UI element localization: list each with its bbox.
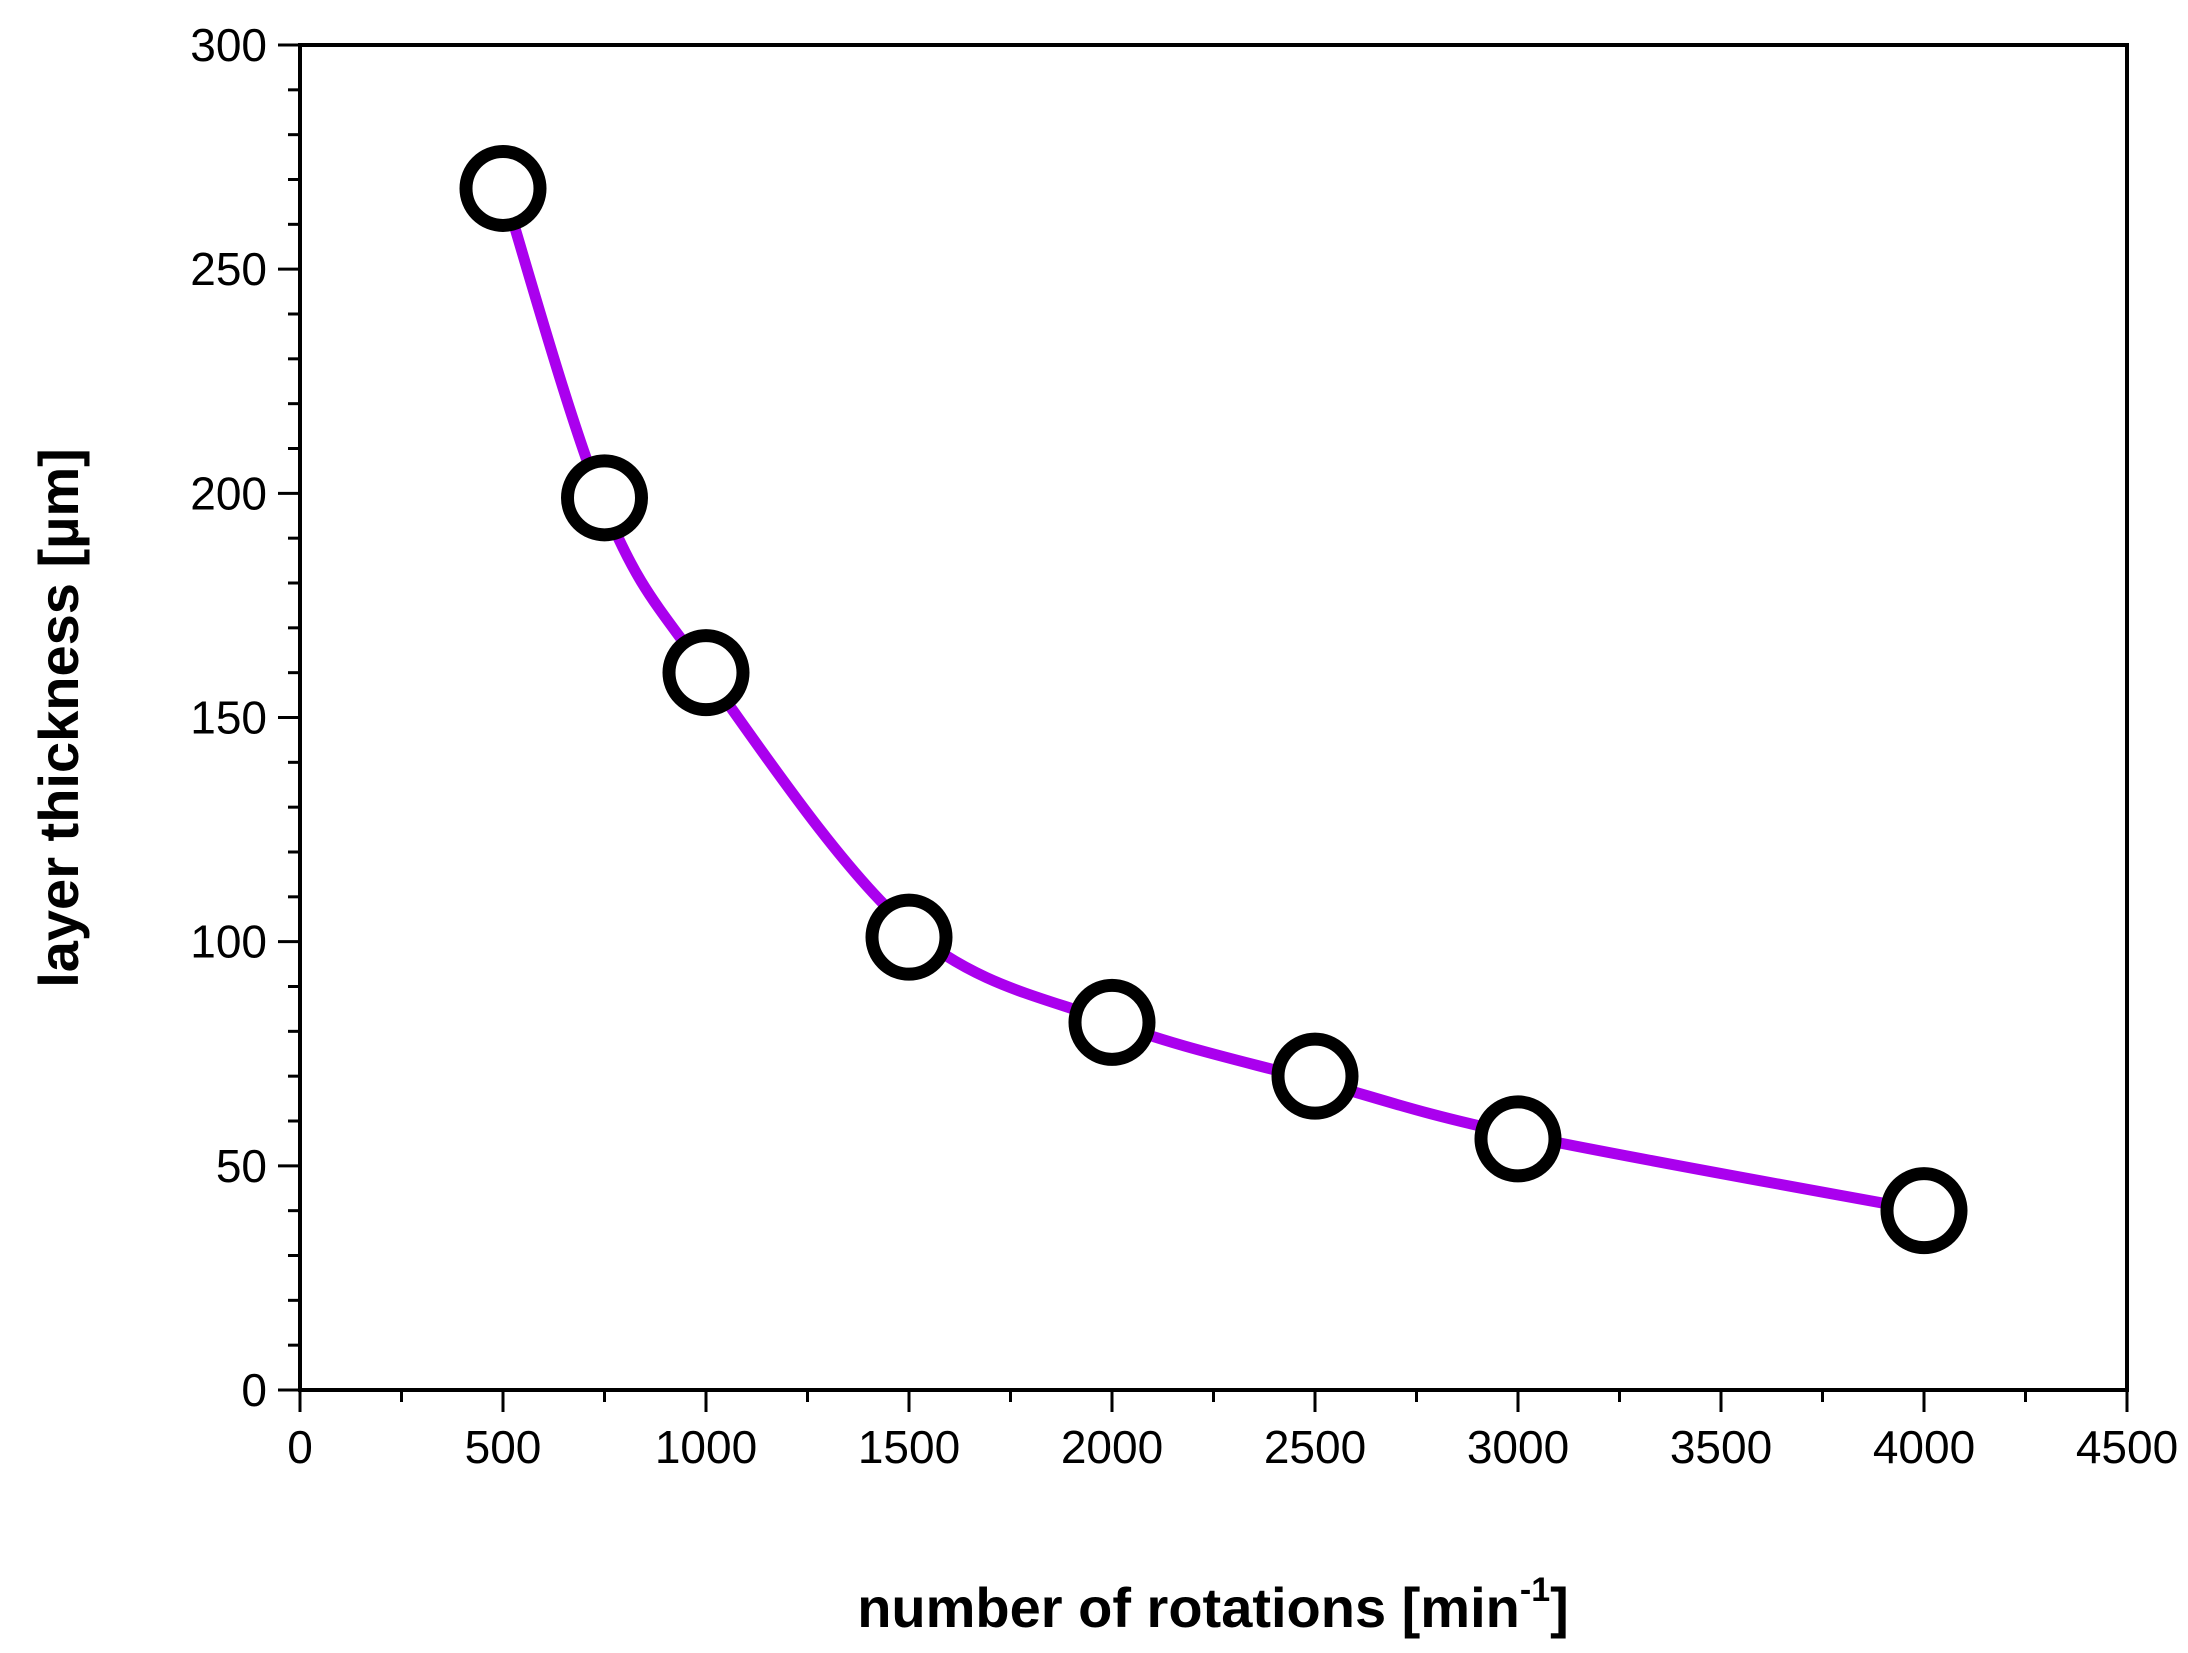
data-point (459, 144, 547, 232)
data-point (1880, 1167, 1968, 1255)
data-points (459, 144, 1968, 1255)
x-axis-title: number of rotations [min-1] (857, 1571, 1569, 1639)
y-tick-label: 150 (190, 692, 267, 744)
x-tick-label: 4500 (2076, 1421, 2178, 1473)
y-tick-label: 0 (241, 1364, 267, 1416)
y-tick-label: 100 (190, 916, 267, 968)
x-tick-label: 2500 (1264, 1421, 1366, 1473)
axis-ticks (278, 43, 2129, 1412)
x-tick-label: 4000 (1873, 1421, 1975, 1473)
x-tick-label: 3000 (1467, 1421, 1569, 1473)
data-point (1271, 1032, 1359, 1120)
y-tick-label: 250 (190, 243, 267, 295)
data-point (1474, 1095, 1562, 1183)
x-tick-label: 0 (287, 1421, 313, 1473)
y-tick-label: 300 (190, 19, 267, 71)
x-tick-labels: 0 500 1000 1500 2000 2500 3000 3500 4000 4500 (287, 1421, 2178, 1473)
data-point (865, 893, 953, 981)
plot-frame (298, 43, 2129, 1392)
x-tick-label: 2000 (1061, 1421, 1163, 1473)
data-point (1068, 978, 1156, 1066)
y-tick-label: 200 (190, 467, 267, 519)
x-tick-label: 1500 (858, 1421, 960, 1473)
data-point (662, 629, 750, 717)
y-tick-labels: 0 50 100 150 200 250 300 (190, 19, 267, 1416)
x-tick-label: 500 (465, 1421, 542, 1473)
data-point (561, 454, 648, 542)
x-tick-label: 3500 (1670, 1421, 1772, 1473)
y-axis-title: layer thickness [µm] (27, 448, 90, 988)
y-tick-label: 50 (216, 1140, 267, 1192)
x-tick-label: 1000 (655, 1421, 757, 1473)
